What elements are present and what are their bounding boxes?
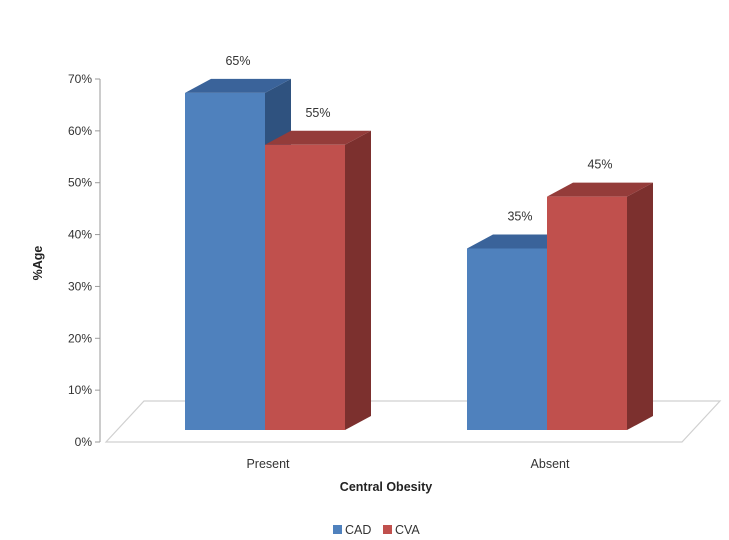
y-tick-label: 40% — [68, 228, 92, 242]
chart-floor — [104, 400, 722, 443]
y-tick-label: 70% — [68, 72, 92, 86]
floor-outline — [104, 400, 722, 443]
legend-swatch-cva — [383, 525, 392, 534]
y-tick-label: 50% — [68, 176, 92, 190]
y-tick-label: 60% — [68, 124, 92, 138]
bar-top — [467, 234, 573, 249]
y-tick-label: 10% — [68, 383, 92, 397]
data-label-cva-present: 55% — [305, 106, 330, 120]
legend-swatch-cad — [333, 525, 342, 534]
y-tick-label: 20% — [68, 331, 92, 345]
bar-side — [345, 130, 371, 431]
data-labels: 65% 55% 35% 45% — [225, 54, 612, 224]
y-tick-label: 0% — [75, 435, 93, 449]
data-label-cad-present: 65% — [225, 54, 250, 68]
x-axis: Present Absent — [246, 457, 570, 471]
bar-front — [265, 144, 345, 431]
bar-top — [185, 78, 291, 93]
bar-cva-present — [265, 130, 371, 431]
bar-top — [265, 130, 371, 145]
legend: CAD CVA — [333, 523, 420, 537]
legend-label-cad: CAD — [345, 523, 371, 537]
bars — [185, 78, 653, 431]
y-axis: 0% 10% 20% 30% 40% 50% 60% 70% — [68, 72, 101, 449]
bar-top — [547, 182, 653, 197]
y-axis-title: %Age — [31, 246, 45, 281]
bar-front — [467, 248, 547, 430]
bar-front — [547, 196, 627, 430]
bar-front — [185, 92, 265, 430]
x-axis-title: Central Obesity — [340, 480, 432, 494]
data-label-cad-absent: 35% — [507, 210, 532, 224]
bar-side — [627, 182, 653, 430]
x-tick-label-present: Present — [246, 457, 290, 471]
legend-label-cva: CVA — [395, 523, 420, 537]
x-tick-label-absent: Absent — [531, 457, 570, 471]
bar-cva-absent — [547, 182, 653, 430]
y-tick-label: 30% — [68, 279, 92, 293]
data-label-cva-absent: 45% — [587, 158, 612, 172]
